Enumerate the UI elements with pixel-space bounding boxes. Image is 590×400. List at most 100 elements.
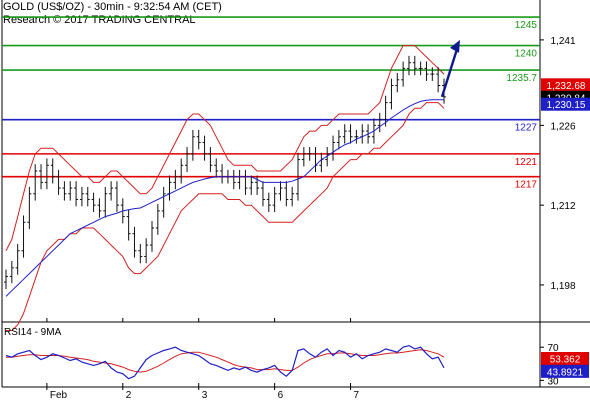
price-bar <box>430 67 435 81</box>
price-bar <box>278 181 283 201</box>
price-bar <box>389 78 394 110</box>
price-bar <box>342 124 347 144</box>
price-bar <box>85 186 90 207</box>
price-bar <box>284 181 289 207</box>
price-axis: 1,2411,2261,2121,1981,232.681,230.841,23… <box>540 36 590 292</box>
price-bar <box>401 61 406 87</box>
bollinger-lower-band <box>6 102 445 331</box>
level-label: 1240 <box>515 49 538 60</box>
price-bar <box>103 186 108 218</box>
price-bar <box>208 147 213 173</box>
rsi-tick-label: 30 <box>547 376 559 387</box>
price-bar <box>319 152 324 173</box>
price-bars <box>4 55 446 289</box>
price-bar <box>79 186 84 207</box>
price-bar <box>190 129 195 161</box>
price-bar <box>383 95 388 127</box>
projection-line <box>440 45 460 98</box>
price-bar <box>301 147 306 167</box>
price-bar <box>331 135 336 161</box>
price-bar <box>150 221 154 252</box>
price-bar <box>260 181 265 207</box>
level-label: 1235.7 <box>506 73 537 84</box>
price-bar <box>167 175 172 201</box>
price-bar <box>348 124 353 144</box>
price-bar <box>290 186 295 207</box>
level-label: 1221 <box>515 157 538 168</box>
rsi-ma-line <box>6 349 445 373</box>
price-tick-label: 1,226 <box>550 121 575 132</box>
price-bar <box>424 61 429 81</box>
price-tick-label: 1,212 <box>550 201 575 212</box>
price-bar <box>237 169 242 190</box>
price-badge: 1,230.15 <box>541 97 590 111</box>
price-tick-label: 1,241 <box>550 36 575 47</box>
time-axis: Feb 2 3 6 7 <box>46 318 360 400</box>
price-bar <box>202 135 207 161</box>
level-label: 1227 <box>515 123 538 134</box>
rsi-badge: 43.8921 <box>541 364 589 378</box>
price-bar <box>377 112 382 133</box>
support-resistance-levels: 1245 1240 1235.7 1227 1221 1217 <box>2 16 540 191</box>
price-bar <box>39 164 44 190</box>
moving-average-line <box>5 99 444 297</box>
price-bar <box>231 169 236 190</box>
price-bar <box>436 67 441 93</box>
price-bar <box>15 243 20 275</box>
chart-frame <box>1 0 590 388</box>
price-bar <box>313 147 318 173</box>
price-bar <box>272 186 277 213</box>
price-bar <box>307 147 312 161</box>
price-bar <box>395 72 400 93</box>
rsi-title: RSI14 - 9MA <box>4 327 62 338</box>
price-bar <box>296 152 300 201</box>
price-bar <box>62 181 67 201</box>
price-bar <box>144 238 149 264</box>
price-bar <box>406 55 411 76</box>
price-bar <box>33 164 38 201</box>
bollinger-bands <box>5 45 445 331</box>
price-bar <box>336 129 341 150</box>
bollinger-upper-band <box>5 45 445 252</box>
price-bar <box>109 181 114 201</box>
price-badge: 1,232.68 <box>541 78 590 92</box>
price-bar <box>161 186 166 218</box>
price-bar <box>50 158 55 184</box>
time-tick-label: Feb <box>50 390 68 400</box>
price-bar <box>114 181 119 213</box>
projection-arrow <box>440 39 460 98</box>
time-tick-label: 6 <box>278 390 284 400</box>
time-tick-label: 3 <box>202 390 208 400</box>
price-bar <box>249 175 254 195</box>
price-bar <box>266 192 271 213</box>
price-bar <box>132 226 137 258</box>
price-bar <box>255 175 260 195</box>
svg-text:43.8921: 43.8921 <box>547 367 584 378</box>
svg-text:1,230.15: 1,230.15 <box>547 100 586 111</box>
price-bar <box>138 243 143 264</box>
price-bar <box>185 147 190 173</box>
price-bar <box>418 61 423 76</box>
level-label: 1217 <box>515 180 538 191</box>
price-bar <box>360 124 365 144</box>
price-bar <box>44 158 49 190</box>
price-bar <box>126 209 131 241</box>
svg-text:1,232.68: 1,232.68 <box>547 81 586 92</box>
price-bar <box>9 261 14 284</box>
price-bar <box>412 55 417 76</box>
chart-title: GOLD (US$/OZ) - 30min - 9:32:54 AM (CET) <box>3 1 222 13</box>
rsi-line <box>5 344 445 380</box>
svg-text:53.362: 53.362 <box>550 355 581 366</box>
price-bar <box>21 215 26 258</box>
price-bar <box>27 186 32 230</box>
price-bar <box>196 129 201 150</box>
rsi-tick-label: 70 <box>547 343 559 354</box>
rsi-badge: 53.362 <box>541 352 589 366</box>
price-bar <box>220 164 225 184</box>
price-bar <box>173 169 178 190</box>
price-bar <box>155 204 160 235</box>
moving-average <box>5 99 444 297</box>
price-bar <box>354 129 359 144</box>
time-tick-label: 7 <box>354 390 360 400</box>
